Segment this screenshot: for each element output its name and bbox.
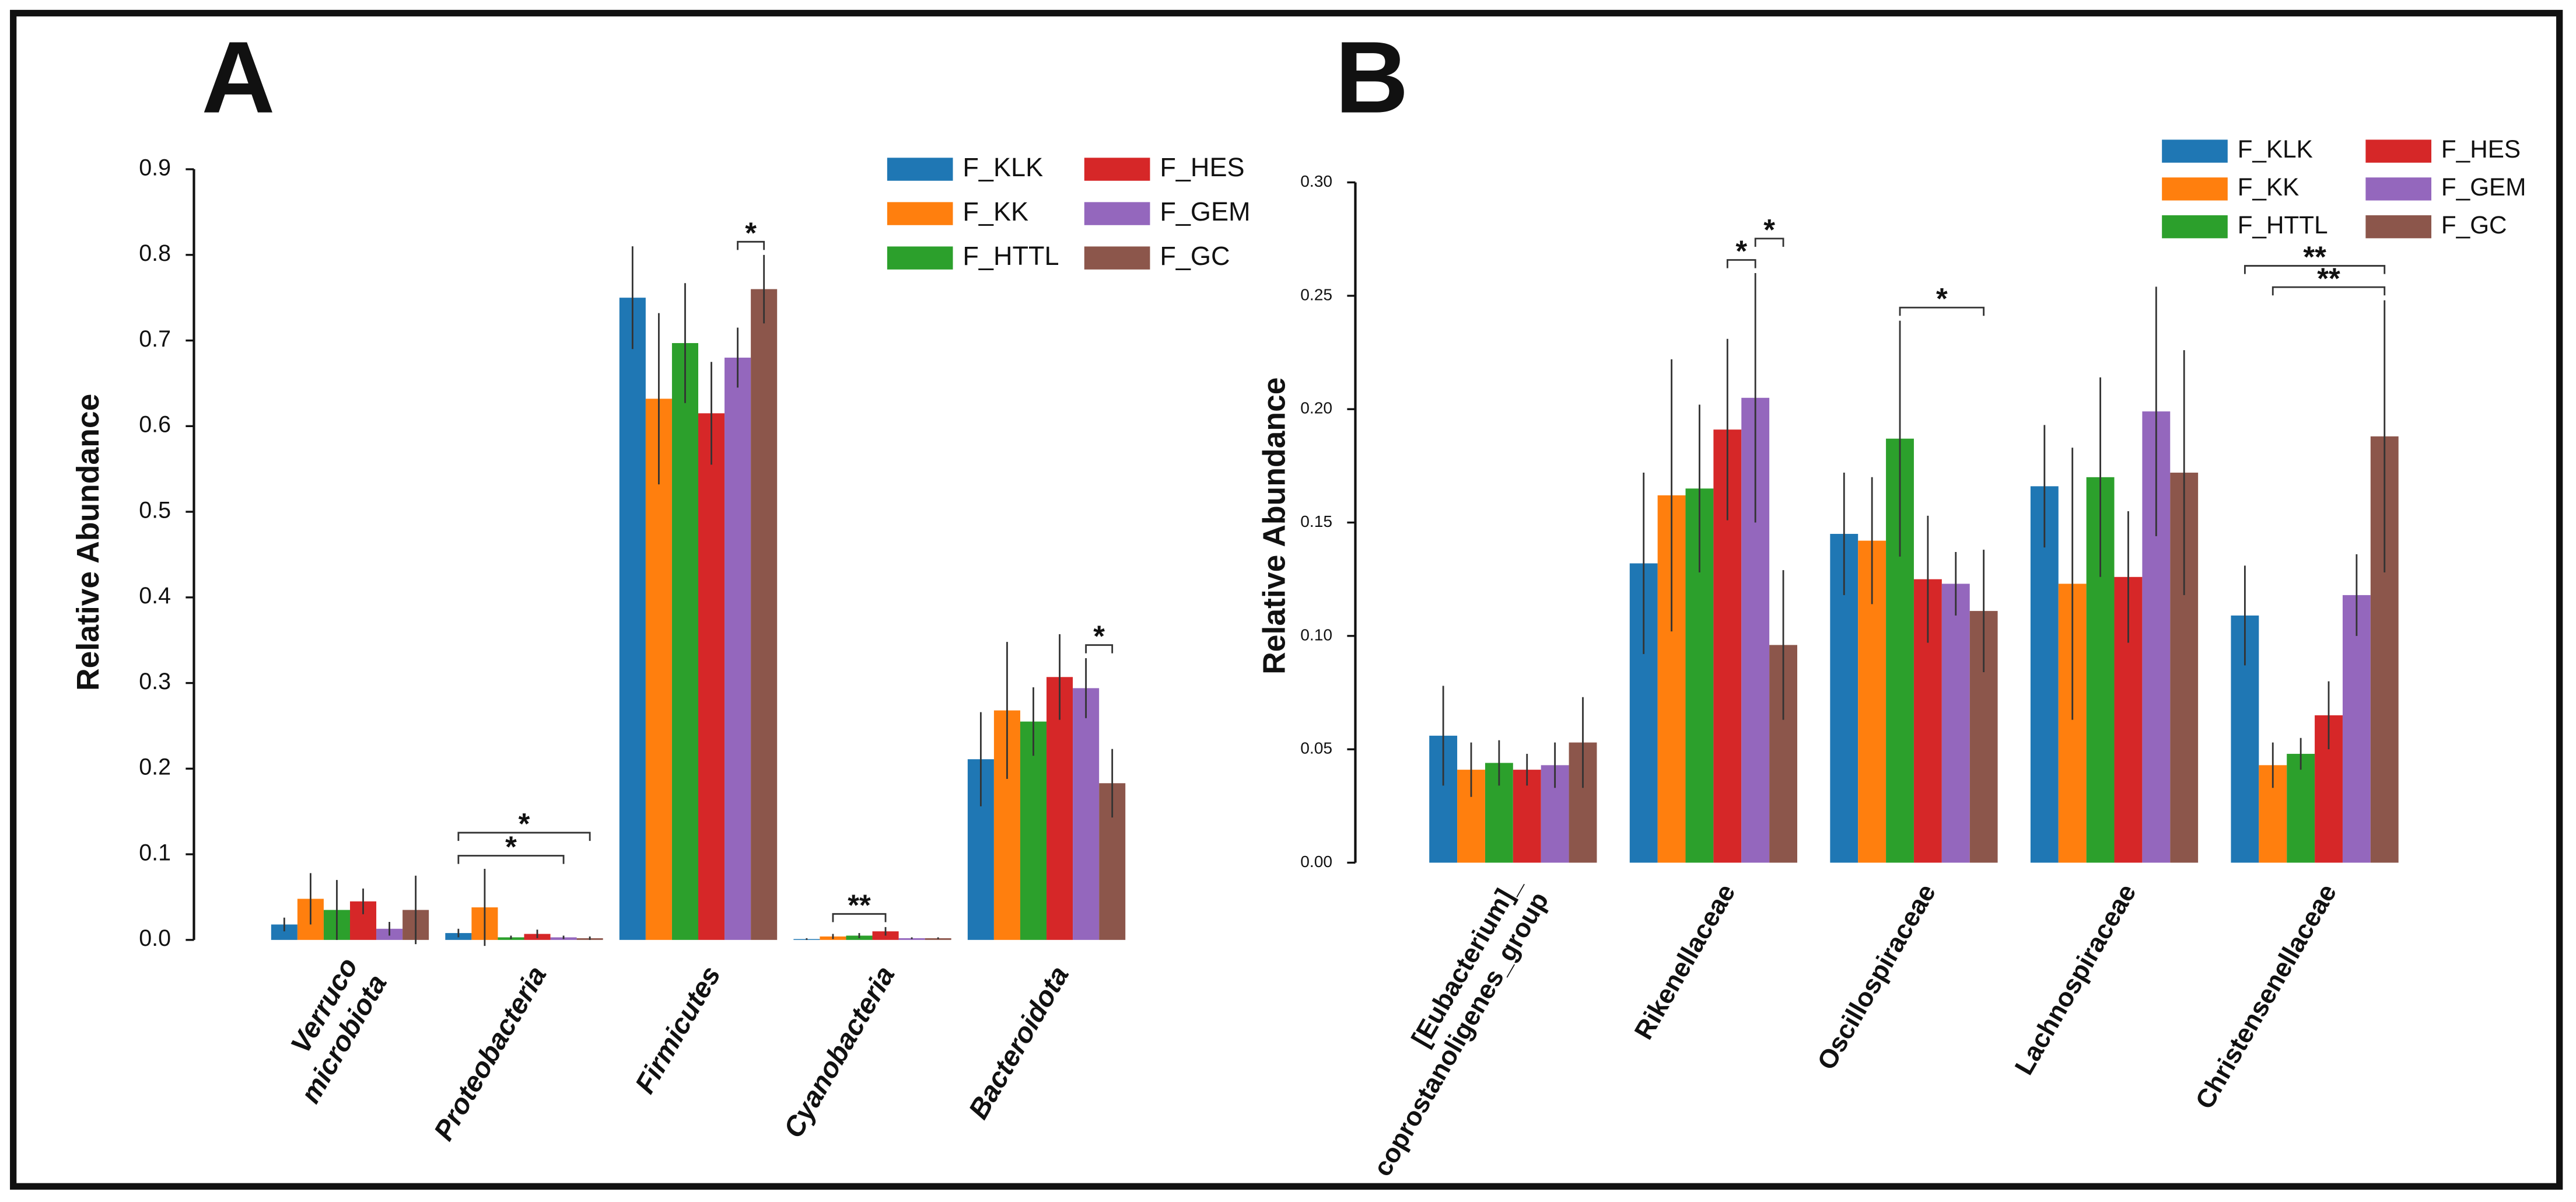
significance-label: * (505, 830, 517, 864)
bar (1073, 688, 1100, 940)
bar (2030, 486, 2059, 863)
legend-label: F_GC (2441, 211, 2507, 239)
significance-bracket (2272, 286, 2386, 296)
y-axis-label: Relative Abundance (71, 394, 106, 691)
y-tick-label: 0.05 (1300, 739, 1332, 757)
significance-label: * (1093, 620, 1105, 653)
legend-swatch (887, 202, 953, 225)
legend-swatch (1084, 158, 1150, 181)
significance-bracket (457, 831, 591, 841)
significance-bracket (1085, 644, 1114, 654)
bar (1046, 677, 1073, 940)
legend-swatch (2162, 177, 2228, 201)
significance-bracket (832, 913, 887, 923)
legend-label: F_HES (1160, 152, 1244, 182)
y-tick-label: 0.30 (1300, 172, 1332, 190)
legend-label: F_HTTL (963, 241, 1059, 271)
bar (619, 298, 646, 940)
significance-label: ** (2317, 261, 2340, 295)
legend-swatch (2162, 215, 2228, 239)
significance-label: * (519, 807, 530, 840)
legend-label: F_HTTL (2238, 211, 2328, 239)
significance-label: ** (2303, 240, 2326, 274)
panel-letter: B (1335, 21, 1409, 135)
legend-swatch (1084, 246, 1150, 270)
significance-label: ** (848, 888, 871, 921)
significance-bracket (2244, 265, 2386, 274)
bar (1020, 721, 1047, 940)
legend-swatch (1084, 202, 1150, 225)
bar (698, 413, 725, 940)
y-tick-label: 0.2 (139, 754, 171, 780)
legend-label: F_KK (963, 197, 1028, 226)
legend-label: F_GEM (2441, 173, 2526, 201)
legend-swatch (2365, 215, 2432, 239)
legend-label: F_KLK (963, 152, 1043, 182)
legend-swatch (887, 158, 953, 181)
significance-bracket (1754, 237, 1784, 247)
y-tick-label: 0.3 (139, 669, 171, 694)
significance-bracket (457, 855, 565, 864)
y-tick-label: 0.7 (139, 326, 171, 352)
significance-bracket (737, 240, 765, 250)
y-tick-label: 0.8 (139, 240, 171, 266)
significance-label: * (745, 216, 757, 249)
panel-letter: A (201, 21, 275, 135)
legend-swatch (2162, 139, 2228, 163)
legend-label: F_KLK (2238, 135, 2313, 163)
significance-label: * (1936, 282, 1948, 315)
y-tick-label: 0.9 (139, 155, 171, 180)
y-tick-label: 0.4 (139, 583, 171, 609)
y-axis-label: Relative Abundance (1257, 377, 1292, 674)
y-tick-label: 0.25 (1300, 285, 1332, 303)
y-tick-label: 0.20 (1300, 399, 1332, 417)
significance-label: * (1763, 213, 1775, 246)
y-tick-label: 0.0 (139, 925, 171, 951)
legend-label: F_KK (2238, 173, 2300, 201)
bar (751, 289, 778, 940)
y-tick-label: 0.10 (1300, 626, 1332, 644)
y-tick-label: 0.1 (139, 840, 171, 865)
legend-swatch (887, 246, 953, 270)
y-tick-label: 0.15 (1300, 512, 1332, 530)
bar (2287, 753, 2315, 863)
significance-bracket (1899, 306, 1985, 316)
legend-label: F_GEM (1160, 197, 1250, 226)
legend-swatch (2365, 139, 2432, 163)
significance-label: * (1735, 235, 1747, 268)
bar (645, 399, 672, 940)
y-tick-label: 0.00 (1300, 852, 1332, 871)
bar (671, 343, 699, 940)
significance-bracket (1726, 259, 1756, 268)
legend-swatch (2365, 177, 2432, 201)
bar (724, 357, 751, 940)
legend-label: F_HES (2441, 135, 2521, 163)
bar (1941, 583, 1970, 863)
y-tick-label: 0.6 (139, 412, 171, 438)
legend-label: F_GC (1160, 241, 1230, 271)
bar (2342, 595, 2371, 863)
y-tick-label: 0.5 (139, 497, 171, 523)
